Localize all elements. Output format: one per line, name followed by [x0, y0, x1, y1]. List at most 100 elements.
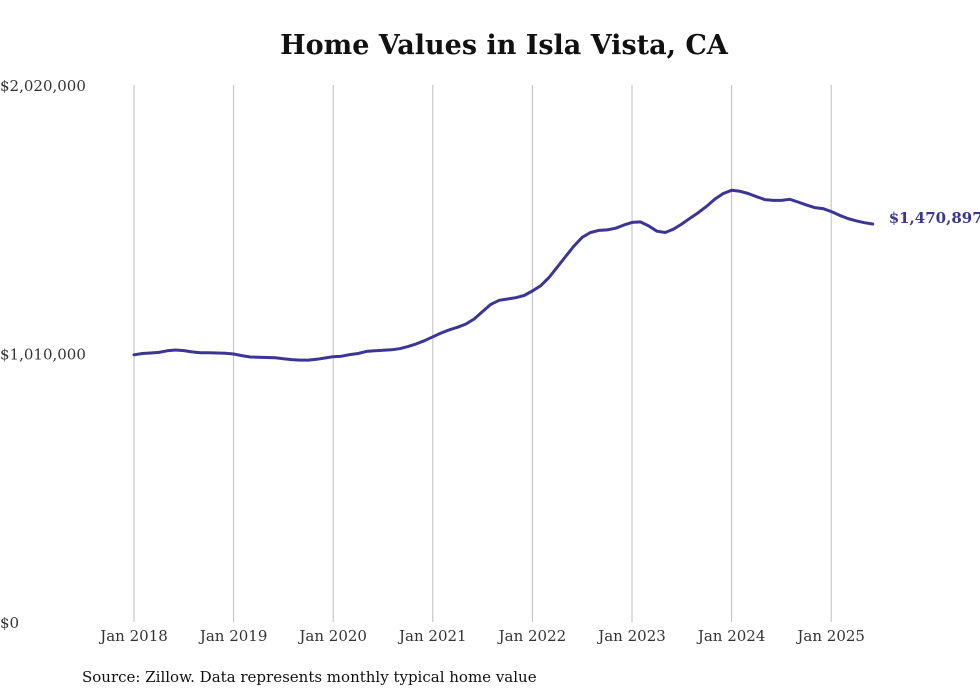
data-point [714, 198, 717, 201]
data-point [830, 210, 833, 213]
data-point [697, 211, 700, 214]
data-point [738, 190, 741, 193]
x-tick-label: Jan 2019 [198, 627, 268, 645]
data-point [290, 358, 293, 361]
data-point [348, 353, 351, 356]
x-tick-label: Jan 2024 [696, 627, 766, 645]
data-point [265, 356, 268, 359]
data-point [838, 214, 841, 217]
data-point [846, 217, 849, 220]
data-point [689, 217, 692, 220]
data-point [780, 199, 783, 202]
data-point [182, 349, 185, 352]
data-point [639, 220, 642, 223]
data-point [440, 332, 443, 335]
source-note: Source: Zillow. Data represents monthly … [82, 668, 537, 686]
data-point [821, 207, 824, 210]
data-point [523, 294, 526, 297]
data-point [805, 203, 808, 206]
data-point [323, 357, 326, 360]
data-point [232, 353, 235, 356]
data-point [199, 351, 202, 354]
data-point [133, 353, 136, 356]
data-point [257, 356, 260, 359]
data-point [747, 192, 750, 195]
data-point [797, 201, 800, 204]
data-point [556, 266, 559, 269]
data-point [489, 303, 492, 306]
series-layer: $1,470,897 [132, 188, 980, 362]
data-point [722, 192, 725, 195]
data-point [157, 351, 160, 354]
data-point [572, 245, 575, 248]
data-point [655, 230, 658, 233]
data-point [240, 354, 243, 357]
data-point [274, 356, 277, 359]
data-point [415, 342, 418, 345]
data-point [382, 349, 385, 352]
data-point [282, 357, 285, 360]
x-tick-label: Jan 2018 [98, 627, 168, 645]
x-tick-label: Jan 2025 [795, 627, 865, 645]
data-point [481, 310, 484, 313]
x-tick-label: Jan 2020 [297, 627, 367, 645]
data-point [406, 345, 409, 348]
data-point [141, 352, 144, 355]
data-point [448, 328, 451, 331]
x-axis-ticks: Jan 2018 Jan 2019 Jan 2020 Jan 2021 Jan 2022… [98, 627, 865, 645]
data-point [730, 189, 733, 192]
data-point [705, 205, 708, 208]
data-point [423, 339, 426, 342]
data-point [332, 355, 335, 358]
y-axis-ticks: $0 $1,010,000 $2,020,000 [0, 77, 86, 632]
data-point [498, 299, 501, 302]
data-point [514, 296, 517, 299]
data-point [606, 228, 609, 231]
chart-title: Home Values in Isla Vista, CA [280, 30, 728, 61]
series-line [132, 188, 875, 362]
data-point [207, 351, 210, 354]
data-point [589, 231, 592, 234]
end-value-label: $1,470,897 [889, 209, 980, 227]
data-point [614, 227, 617, 230]
data-point [357, 352, 360, 355]
data-point [398, 347, 401, 350]
data-point [772, 199, 775, 202]
y-tick-label: $0 [0, 614, 19, 632]
data-point [755, 195, 758, 198]
data-point [307, 359, 310, 362]
data-point [431, 335, 434, 338]
data-point [216, 352, 219, 355]
data-point [506, 298, 509, 301]
data-point [581, 236, 584, 239]
data-point [647, 224, 650, 227]
data-point [664, 231, 667, 234]
data-point [315, 358, 318, 361]
x-tick-label: Jan 2023 [596, 627, 666, 645]
y-tick-label: $2,020,000 [0, 77, 86, 95]
data-point [340, 355, 343, 358]
data-point [871, 223, 874, 226]
data-point [166, 349, 169, 352]
y-tick-label: $1,010,000 [0, 346, 86, 364]
data-point [531, 290, 534, 293]
data-point [473, 317, 476, 320]
data-point [548, 276, 551, 279]
data-point [224, 352, 227, 355]
data-point [149, 352, 152, 355]
data-point [863, 221, 866, 224]
data-point [597, 229, 600, 232]
x-tick-label: Jan 2022 [497, 627, 567, 645]
data-point [631, 221, 634, 224]
data-point [465, 323, 468, 326]
data-point [813, 206, 816, 209]
data-point [564, 255, 567, 258]
data-point [191, 350, 194, 353]
data-point [680, 223, 683, 226]
data-point [373, 349, 376, 352]
data-point [456, 326, 459, 329]
data-point [365, 350, 368, 353]
data-point [539, 284, 542, 287]
data-point [788, 198, 791, 201]
